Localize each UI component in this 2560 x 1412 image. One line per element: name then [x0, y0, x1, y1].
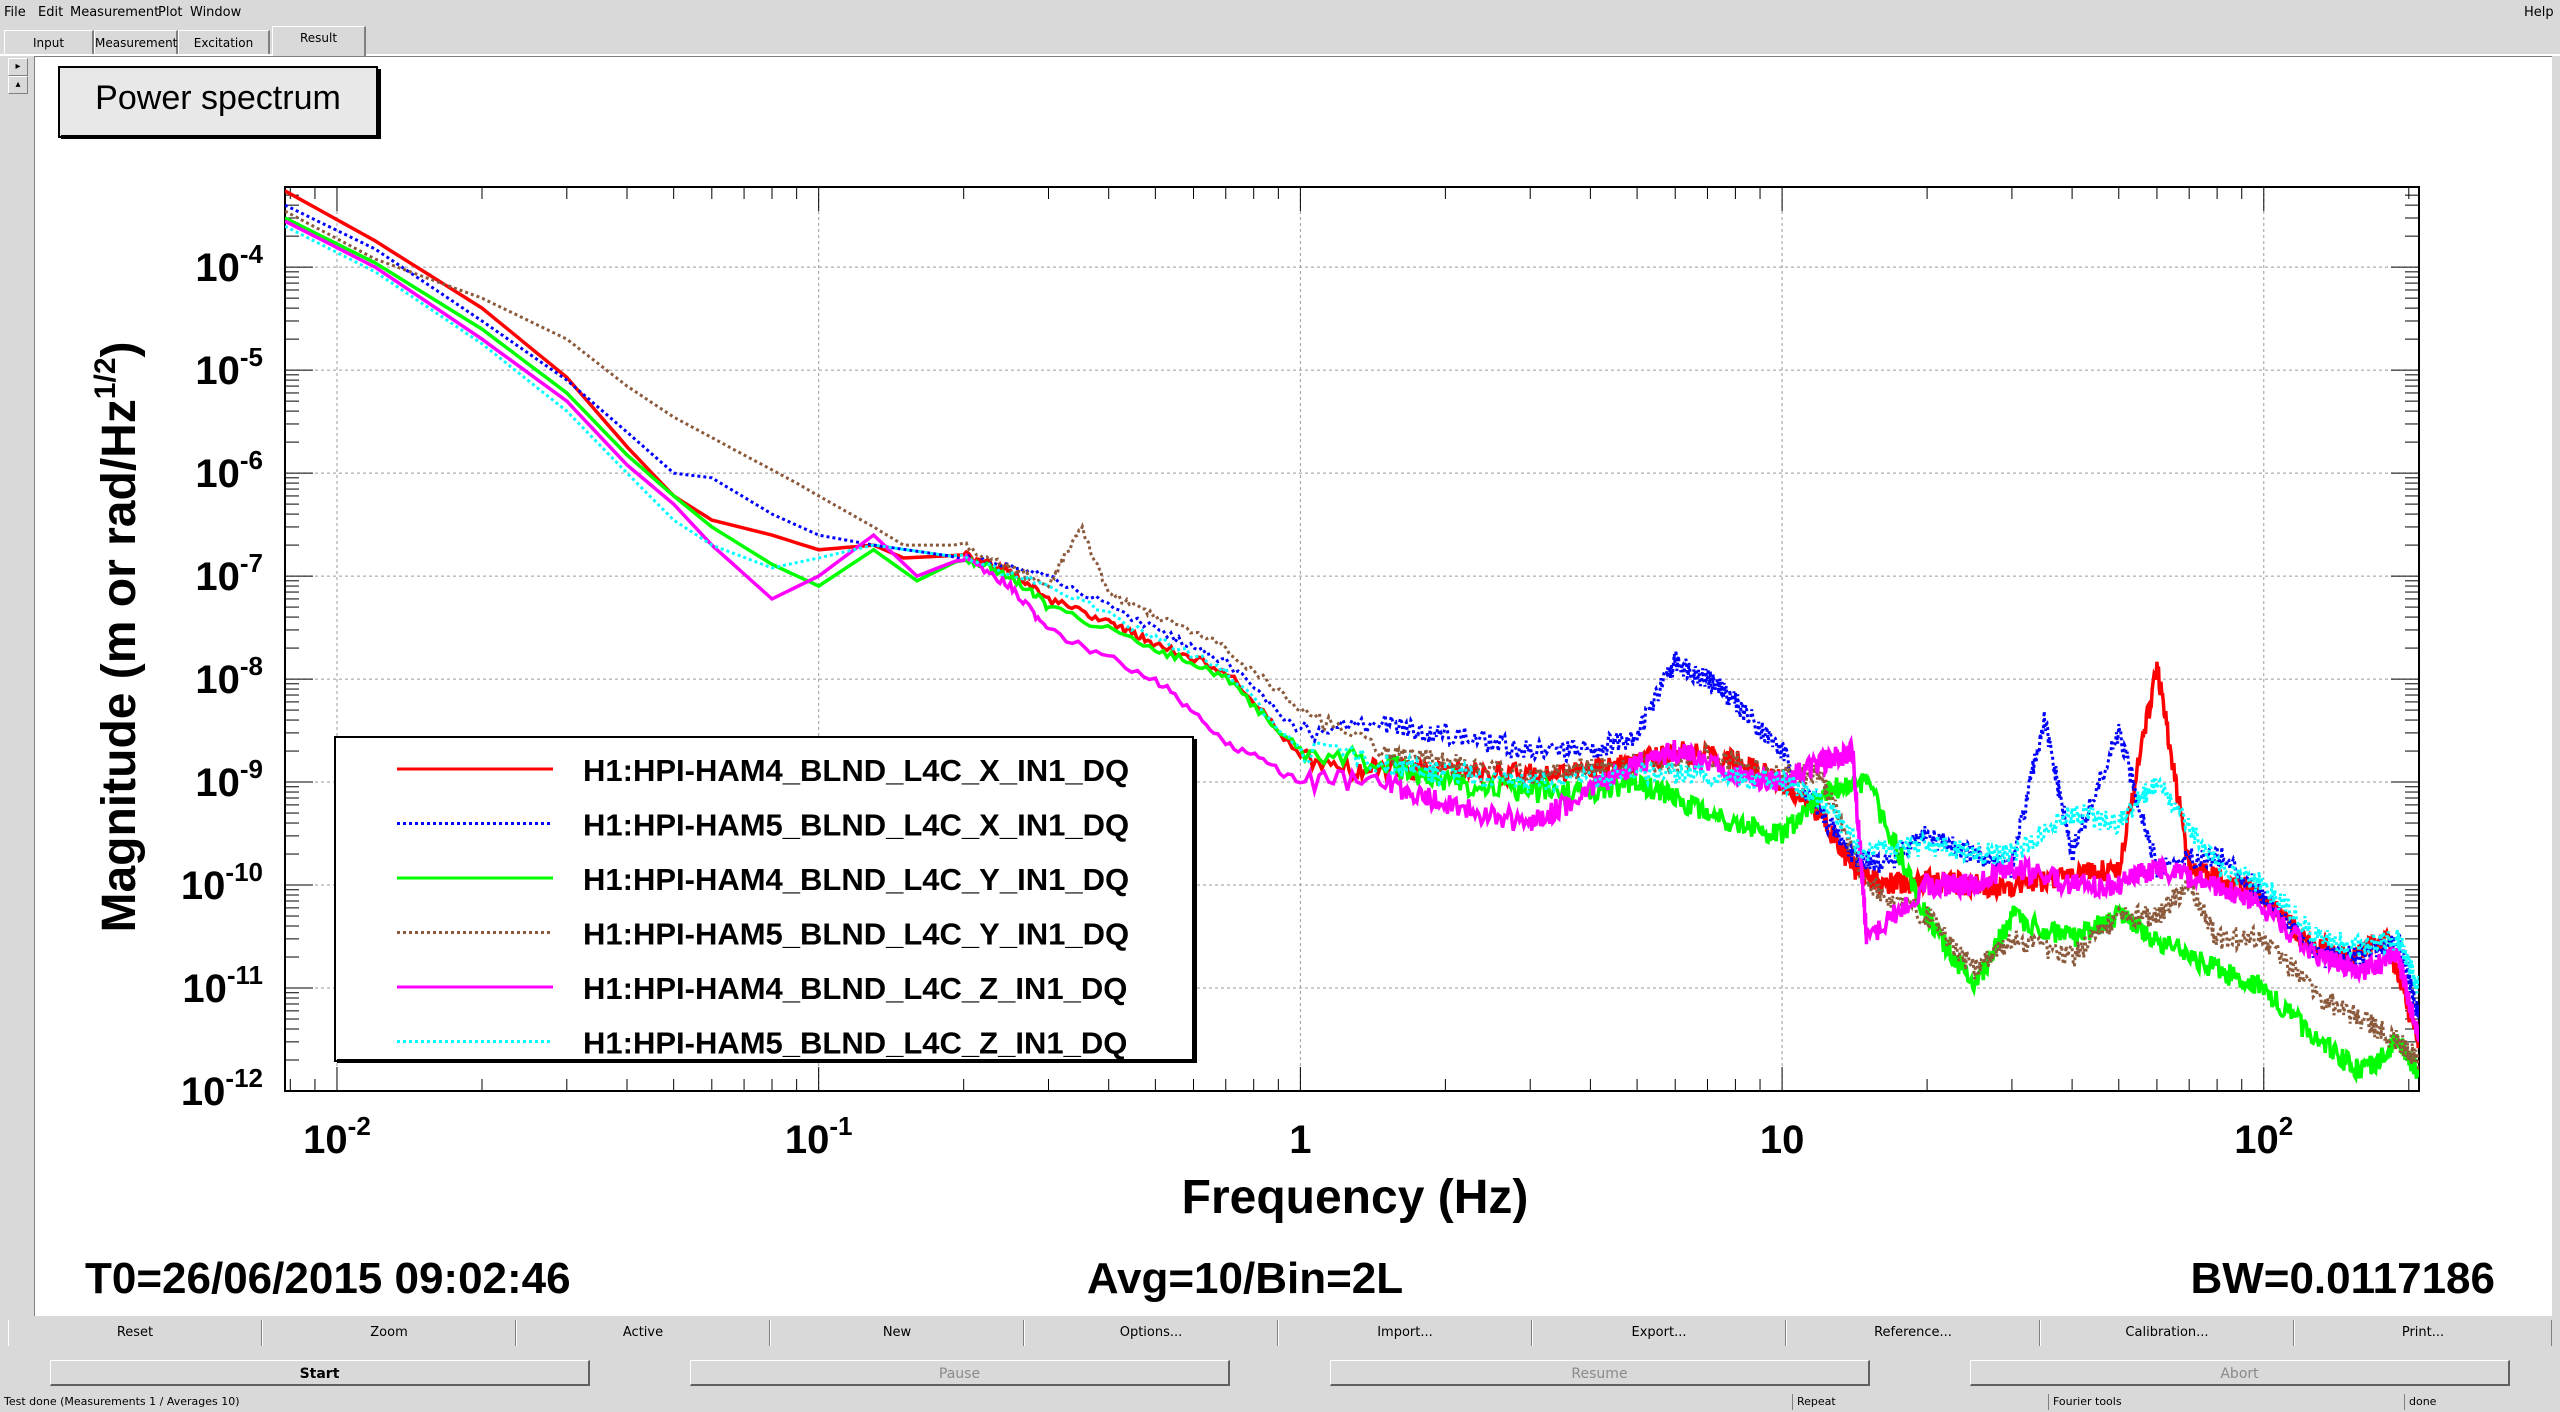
expand-right-button[interactable]: ▸	[8, 58, 28, 76]
series-line	[285, 216, 2419, 1084]
y-axis-label: Magnitude (m or rad/Hz1/2)	[89, 341, 146, 932]
legend-label: H1:HPI-HAM4_BLND_L4C_Z_IN1_DQ	[583, 971, 1127, 1006]
reference-button[interactable]: Reference...	[1786, 1320, 2040, 1346]
new-button[interactable]: New	[770, 1320, 1024, 1346]
x-tick-label: 10	[1760, 1118, 1805, 1162]
zoom-button[interactable]: Zoom	[262, 1320, 516, 1346]
y-tick-label: 10-5	[195, 342, 263, 393]
legend: H1:HPI-HAM4_BLND_L4C_X_IN1_DQ H1:HPI-HAM5…	[334, 736, 1197, 1063]
tab-result[interactable]: Result	[272, 26, 366, 56]
pause-button[interactable]: Pause	[690, 1360, 1230, 1386]
status-bar: Test done (Measurements 1 / Averages 10)…	[0, 1392, 2560, 1412]
menu-plot[interactable]: Plot	[158, 5, 183, 20]
start-button[interactable]: Start	[50, 1360, 590, 1386]
export-button[interactable]: Export...	[1532, 1320, 1786, 1346]
series-line	[285, 224, 2419, 994]
x-tick-label: 102	[2234, 1111, 2293, 1162]
y-axis-label-close: )	[93, 341, 146, 357]
y-tick-label: 10-6	[195, 445, 263, 496]
y-axis-label-sup: 1/2	[89, 357, 122, 399]
spectrum-plot[interactable]: Power spectrum 10-410-510-610-710-810-91…	[35, 57, 2553, 1317]
legend-label: H1:HPI-HAM5_BLND_L4C_Y_IN1_DQ	[583, 917, 1129, 952]
legend-label: H1:HPI-HAM4_BLND_L4C_Y_IN1_DQ	[583, 862, 1129, 897]
x-tick-label: 10-1	[785, 1111, 853, 1162]
status-tools: Fourier tools	[2048, 1394, 2404, 1410]
calibration-button[interactable]: Calibration...	[2040, 1320, 2294, 1346]
y-tick-label: 10-9	[195, 754, 263, 805]
svg-text:Magnitude (m or rad/Hz1/2): Magnitude (m or rad/Hz1/2)	[89, 341, 146, 932]
tab-measurement[interactable]: Measurement	[94, 30, 178, 54]
reset-button[interactable]: Reset	[8, 1320, 262, 1346]
plot-toolbar: Reset Zoom Active New Options... Import.…	[0, 1320, 2560, 1346]
menubar: File Edit Measurement Plot Window Help	[0, 0, 2560, 26]
x-tick-labels: 10-2 10-1 1 10 102	[303, 1111, 2293, 1162]
y-tick-label: 10-4	[195, 239, 263, 290]
legend-label: H1:HPI-HAM4_BLND_L4C_X_IN1_DQ	[583, 753, 1129, 788]
series-line	[285, 219, 2419, 1042]
y-tick-label: 10-8	[195, 651, 263, 702]
print-button[interactable]: Print...	[2294, 1320, 2552, 1346]
y-tick-label: 10-10	[181, 857, 263, 908]
y-tick-labels: 10-4 10-5 10-6 10-7 10-8 10-9 10-10 10-11 10-12	[181, 239, 264, 1114]
menu-window[interactable]: Window	[190, 5, 242, 20]
series-group	[285, 189, 2419, 1084]
bandwidth-label: BW=0.0117186	[2190, 1254, 2495, 1303]
resume-button[interactable]: Resume	[1330, 1360, 1870, 1386]
plot-title-box: Power spectrum	[58, 66, 381, 139]
tab-bar: Input Measurement Excitation Result	[0, 26, 2560, 56]
minor-ticks	[285, 187, 2419, 1092]
legend-label: H1:HPI-HAM5_BLND_L4C_X_IN1_DQ	[583, 808, 1129, 843]
menu-help[interactable]: Help	[2524, 5, 2554, 20]
import-button[interactable]: Import...	[1278, 1320, 1532, 1346]
expand-up-button[interactable]: ▴	[8, 76, 28, 94]
y-tick-label: 10-7	[195, 548, 263, 599]
series-line	[285, 203, 2419, 1020]
options-button[interactable]: Options...	[1024, 1320, 1278, 1346]
plot-pad[interactable]: Power spectrum 10-4 10-5 10-6 10-7 10-8 10-9 1…	[34, 56, 2552, 1316]
menu-measurement[interactable]: Measurement	[70, 5, 160, 20]
active-button[interactable]: Active	[516, 1320, 770, 1346]
triangle-up-icon: ▴	[15, 79, 21, 90]
abort-button[interactable]: Abort	[1970, 1360, 2510, 1386]
series-line	[285, 209, 2419, 1071]
menu-edit[interactable]: Edit	[38, 5, 64, 20]
menu-file[interactable]: File	[4, 5, 26, 20]
t0-label: T0=26/06/2015 09:02:46	[85, 1254, 571, 1303]
status-state: done	[2404, 1394, 2560, 1410]
y-tick-label: 10-12	[181, 1063, 263, 1114]
tab-excitation[interactable]: Excitation	[178, 30, 270, 54]
x-tick-label: 10-2	[303, 1111, 371, 1162]
status-message: Test done (Measurements 1 / Averages 10)	[4, 1395, 240, 1408]
status-repeat: Repeat	[1792, 1394, 2048, 1410]
legend-label: H1:HPI-HAM5_BLND_L4C_Z_IN1_DQ	[583, 1026, 1127, 1061]
plot-title: Power spectrum	[95, 79, 341, 117]
avg-bin-label: Avg=10/Bin=2L	[1087, 1254, 1403, 1303]
series-line	[285, 189, 2419, 1049]
x-tick-label: 1	[1289, 1118, 1311, 1162]
triangle-right-icon: ▸	[15, 61, 21, 72]
x-axis-label: Frequency (Hz)	[1182, 1171, 1529, 1224]
y-tick-label: 10-11	[182, 960, 263, 1011]
tab-input[interactable]: Input	[4, 30, 94, 54]
measurement-controls: Start Pause Resume Abort	[0, 1360, 2560, 1388]
y-axis-label-main: Magnitude (m or rad/Hz	[93, 399, 146, 932]
